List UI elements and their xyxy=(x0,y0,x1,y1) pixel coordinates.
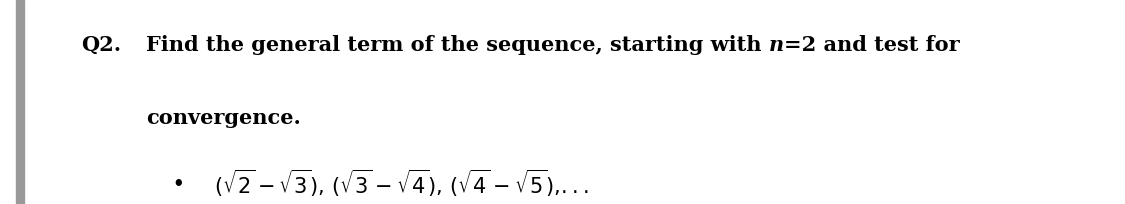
Text: =2 and test for: =2 and test for xyxy=(784,35,960,55)
Text: $(\sqrt{2}-\sqrt{3}),\,(\sqrt{3}-\sqrt{4}),\,(\sqrt{4}-\sqrt{5}),\!...$: $(\sqrt{2}-\sqrt{3}),\,(\sqrt{3}-\sqrt{4… xyxy=(214,168,588,199)
FancyBboxPatch shape xyxy=(16,0,25,204)
Text: convergence.: convergence. xyxy=(146,108,302,128)
Text: Find the general term of the sequence, starting with: Find the general term of the sequence, s… xyxy=(146,35,770,55)
Text: n: n xyxy=(770,35,784,55)
Text: •: • xyxy=(172,175,183,193)
Text: Q2.: Q2. xyxy=(81,35,122,55)
